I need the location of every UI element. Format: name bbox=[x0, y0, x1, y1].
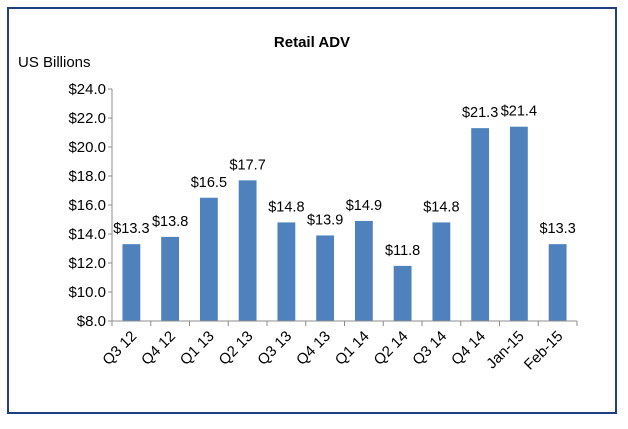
bar bbox=[393, 265, 412, 321]
bar bbox=[277, 222, 296, 321]
data-label: $14.8 bbox=[423, 199, 459, 215]
x-tick-label: Jan-15 bbox=[483, 328, 527, 372]
bar bbox=[548, 244, 567, 321]
y-tick-label: $10.0 bbox=[68, 284, 106, 301]
data-label: $14.9 bbox=[346, 198, 382, 214]
y-tick-label: $20.0 bbox=[68, 139, 106, 156]
bar bbox=[161, 236, 180, 321]
bars bbox=[122, 126, 567, 321]
x-tick-label: Q4 13 bbox=[293, 328, 334, 369]
y-tick-label: $22.0 bbox=[68, 110, 106, 127]
y-tick-label: $18.0 bbox=[68, 168, 106, 185]
bar bbox=[238, 180, 257, 321]
y-tick-label: $8.0 bbox=[77, 313, 106, 330]
y-tick-label: $24.0 bbox=[68, 81, 106, 98]
chart-title: Retail ADV bbox=[274, 34, 350, 51]
data-label: $13.3 bbox=[539, 221, 575, 237]
data-label: $21.4 bbox=[501, 104, 537, 120]
x-tick-label: Q3 12 bbox=[99, 328, 140, 369]
bar bbox=[354, 220, 373, 321]
data-label: $13.8 bbox=[152, 214, 188, 230]
chart-frame: Retail ADV US Billions $8.0 $10.0 $12.0 $14… bbox=[7, 7, 617, 414]
x-tick-label: Q4 14 bbox=[448, 328, 489, 369]
bar bbox=[199, 197, 218, 321]
chart: Retail ADV US Billions $8.0 $10.0 $12.0 $14… bbox=[18, 34, 578, 374]
bar bbox=[316, 235, 335, 321]
x-tick-label: Feb-15 bbox=[521, 328, 567, 374]
x-tick-label: Q2 14 bbox=[371, 328, 412, 369]
bar bbox=[432, 222, 451, 321]
x-tick-label: Q1 14 bbox=[332, 328, 373, 369]
x-tick-label: Q2 13 bbox=[216, 328, 257, 369]
data-label: $13.3 bbox=[113, 221, 149, 237]
bar bbox=[509, 126, 528, 321]
y-tick-label: $16.0 bbox=[68, 197, 106, 214]
data-label: $16.5 bbox=[191, 175, 227, 191]
data-label: $21.3 bbox=[462, 105, 498, 121]
y-axis-unit-label: US Billions bbox=[18, 54, 91, 71]
axes bbox=[111, 89, 578, 326]
data-labels: $13.3 $13.8$16.5$17.7$14.8$13.9$14.9$11.8… bbox=[113, 104, 576, 259]
data-label: $17.7 bbox=[229, 157, 265, 173]
data-label: $14.8 bbox=[268, 199, 304, 215]
data-label: $11.8 bbox=[385, 243, 420, 259]
bar bbox=[471, 128, 490, 321]
bar bbox=[122, 244, 141, 321]
x-tick-label: Q1 13 bbox=[177, 328, 218, 369]
x-tick-label: Q3 14 bbox=[409, 328, 450, 369]
x-tick-label: Q4 12 bbox=[138, 328, 179, 369]
y-tick-label: $12.0 bbox=[68, 255, 106, 272]
x-tick-label: Q3 13 bbox=[254, 328, 295, 369]
y-axis-ticks: $8.0 $10.0 $12.0 $14.0 $16.0 $18.0 $20.0 $22.0 $… bbox=[68, 81, 112, 330]
y-tick-label: $14.0 bbox=[68, 226, 106, 243]
data-label: $13.9 bbox=[307, 212, 343, 228]
